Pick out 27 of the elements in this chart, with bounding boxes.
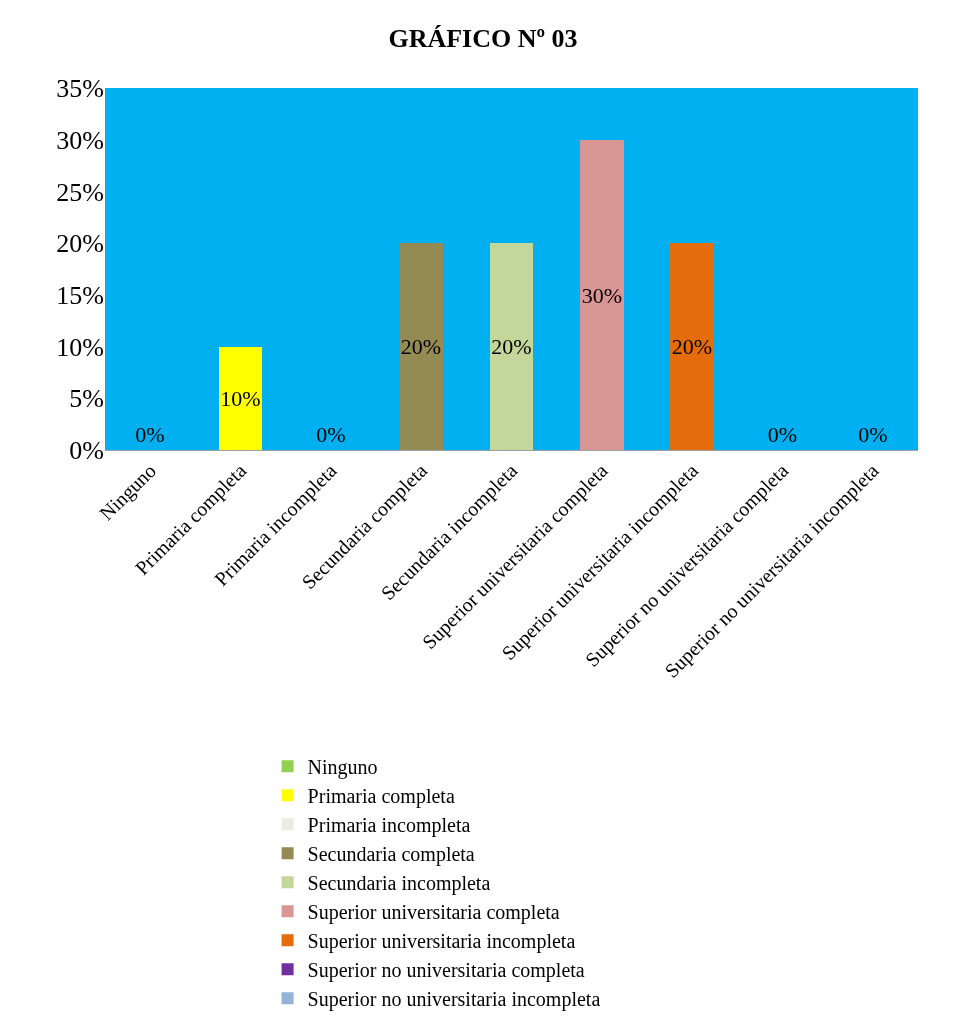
legend-label: Ninguno [307,756,378,780]
data-label: 0% [767,422,798,447]
y-tick-label: 5% [69,384,104,414]
legend-label: Superior universitaria completa [307,901,560,925]
legend-label: Secundaria completa [307,843,475,867]
data-label: 0% [316,422,346,447]
y-tick-label: 15% [56,280,104,310]
legend-label: Superior universitaria incompleta [307,930,576,954]
y-tick-label: 30% [56,125,104,155]
y-tick-label: 0% [69,436,104,466]
data-label: 0% [135,422,165,447]
legend-label: Primaria completa [307,785,455,809]
data-label: 20% [491,334,532,359]
data-label: 20% [671,334,713,359]
legend-label: Primaria incompleta [307,814,471,838]
legend-label: Superior no universitaria completa [307,959,585,983]
chart-title: GRÁFICO Nº 03 [388,24,578,54]
y-tick-label: 10% [56,332,104,362]
legend-label: Superior no universitaria incompleta [307,988,601,1012]
data-label: 10% [220,386,261,411]
y-tick-label: 25% [56,177,104,207]
y-tick-label: 35% [56,74,104,104]
legend-label: Secundaria incompleta [307,872,491,896]
y-tick-label: 20% [56,229,104,259]
data-label: 0% [858,422,888,447]
data-label: 20% [400,334,442,359]
data-label: 30% [581,282,623,308]
